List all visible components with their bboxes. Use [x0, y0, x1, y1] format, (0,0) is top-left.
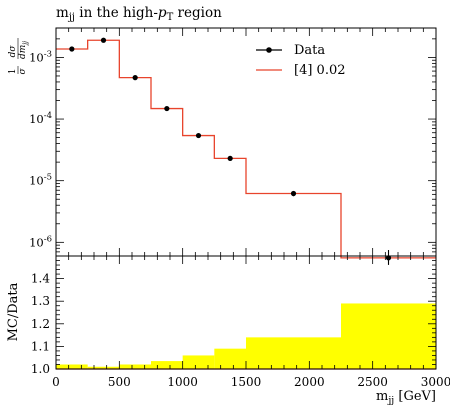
ratio-y-tick-label: 1.4	[31, 272, 50, 286]
data-point	[69, 46, 75, 52]
main-y-tick-label: 10-6	[29, 234, 52, 249]
x-axis-label: mjj [GeV]	[376, 389, 436, 406]
x-tick-label: 500	[108, 375, 131, 389]
main-y-tick-label: 10-4	[29, 111, 52, 126]
x-tick-label: 2500	[357, 375, 388, 389]
data-point	[195, 132, 202, 139]
data-point	[290, 190, 297, 197]
ratio-uncertainty-band	[119, 364, 151, 369]
legend-label-model: [4] 0.02	[294, 63, 346, 78]
x-tick-label: 2000	[294, 375, 325, 389]
main-y-tick-label: 10-5	[29, 173, 52, 188]
ratio-ticks-layer: 0 500 1000 1500 2000 2500 3000 1.0 1.1 1.2 1.3 1.4	[31, 256, 450, 389]
ratio-band-layer	[56, 303, 436, 369]
legend-label-data: Data	[294, 43, 325, 58]
main-y-tick-label: 10-3	[29, 49, 52, 64]
x-tick-label: 3000	[421, 375, 450, 389]
ratio-panel-frame	[55, 255, 437, 370]
ratio-y-tick-label: 1.0	[31, 362, 50, 376]
main-panel: 10-6 10-5 10-4 10-3	[29, 27, 437, 265]
ratio-y-tick-label: 1.3	[31, 294, 50, 308]
svg-text:1 σ dσ dmjj: 1 σ dσ dmjj	[8, 41, 29, 75]
main-hist-layer	[56, 39, 436, 259]
main-ticks-layer: 10-6 10-5 10-4 10-3	[29, 27, 437, 257]
x-tick-label: 1500	[231, 375, 262, 389]
ratio-ylabel: MC/Data	[6, 282, 21, 341]
ratio-uncertainty-band	[56, 364, 88, 369]
main-panel-frame	[55, 27, 437, 257]
ratio-uncertainty-band	[151, 361, 183, 369]
data-point	[227, 155, 233, 161]
ratio-y-tick-label: 1.2	[31, 317, 50, 331]
data-point	[132, 75, 138, 81]
chart-title: mjj in the high-pT region	[56, 5, 222, 23]
ratio-uncertainty-band	[87, 366, 120, 369]
x-tick-label: 0	[52, 375, 60, 389]
legend: Data [4] 0.02	[256, 43, 346, 78]
ratio-uncertainty-band	[246, 337, 341, 369]
ratio-y-tick-label: 1.1	[31, 339, 50, 353]
ratio-panel: 0 500 1000 1500 2000 2500 3000 1.0 1.1 1.2 1.3 1.4	[31, 255, 450, 389]
data-point	[164, 105, 170, 112]
model-histogram-line	[56, 39, 436, 259]
main-points-layer	[69, 37, 392, 265]
data-point	[385, 255, 392, 261]
legend-entry-model: [4] 0.02	[256, 63, 346, 78]
ratio-uncertainty-band	[341, 303, 436, 369]
legend-entry-data: Data	[256, 43, 325, 58]
x-tick-label: 1000	[167, 375, 198, 389]
main-ylabel: 1 σ dσ dmjj	[8, 38, 29, 75]
ratio-uncertainty-band	[214, 348, 246, 369]
data-point	[100, 37, 107, 43]
ratio-uncertainty-band	[182, 355, 215, 369]
